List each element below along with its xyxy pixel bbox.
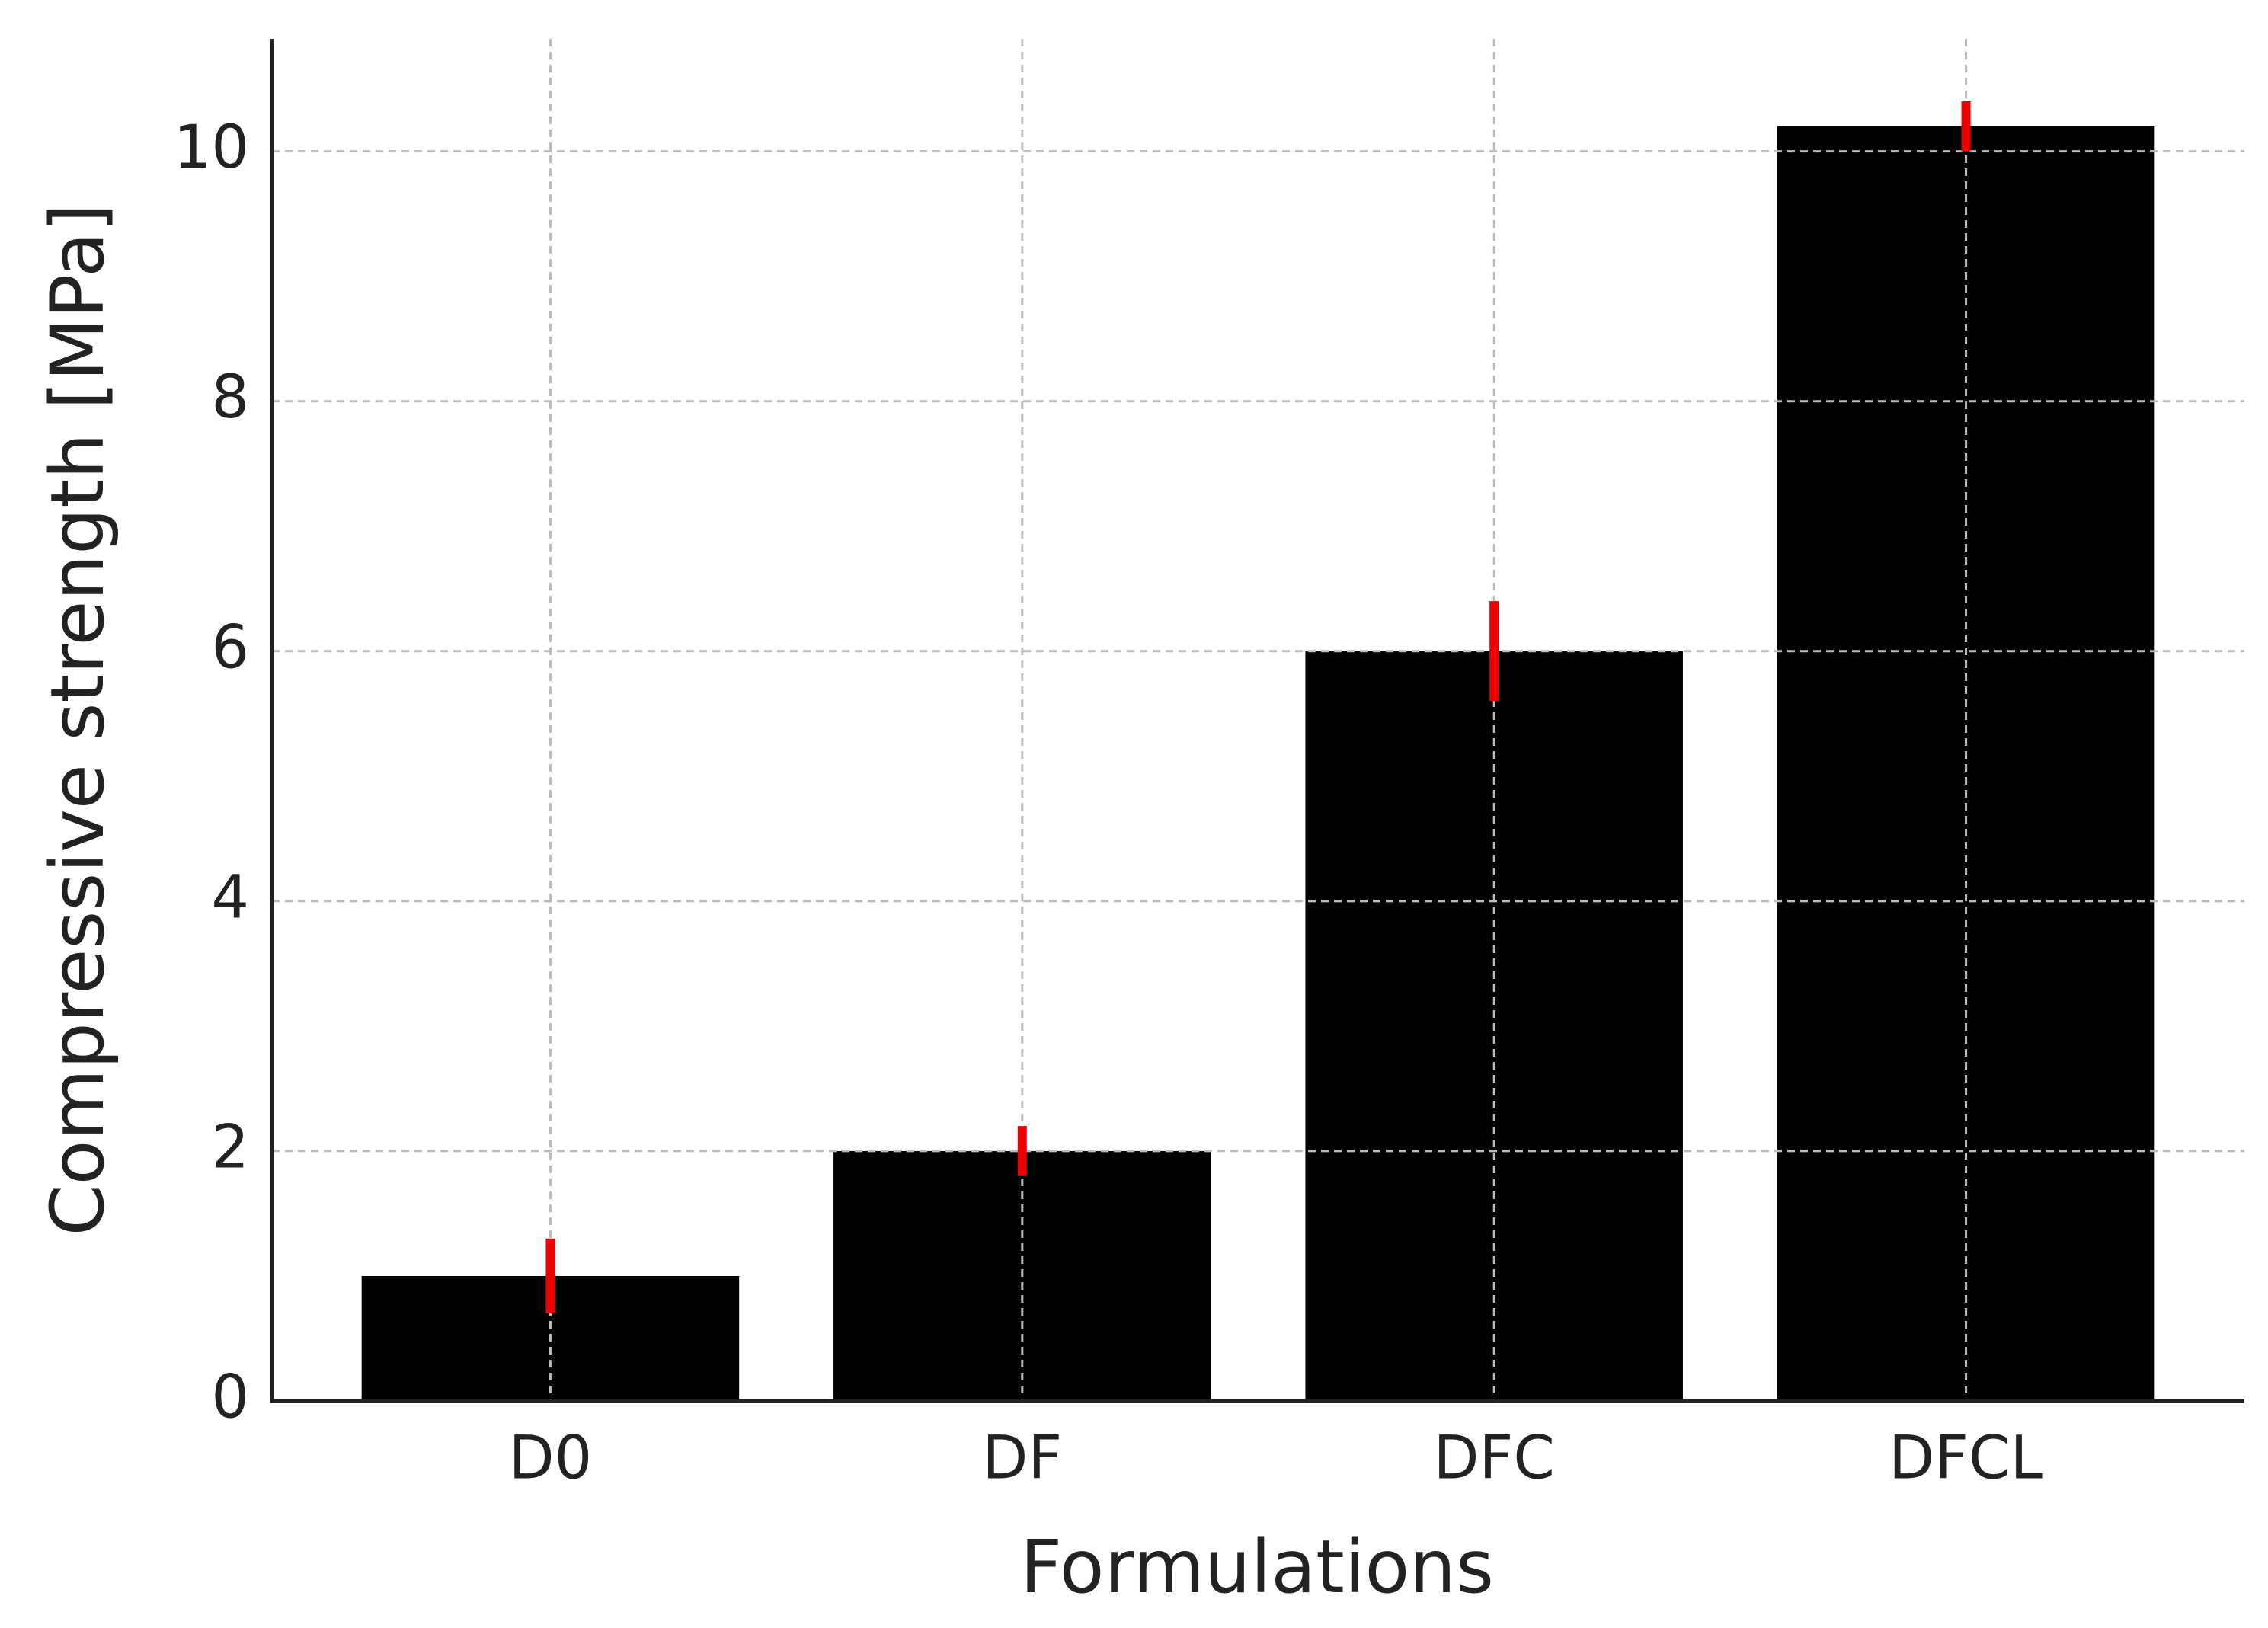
x-tick-label: DF xyxy=(982,1424,1062,1492)
y-tick-label: 10 xyxy=(174,114,249,182)
x-axis-label: Formulations xyxy=(1020,1524,1494,1610)
y-tick-label: 6 xyxy=(211,613,249,682)
y-tick-label: 4 xyxy=(211,863,249,932)
y-tick-label: 8 xyxy=(211,363,249,432)
x-tick-label: DFC xyxy=(1433,1424,1554,1492)
y-tick-label: 0 xyxy=(211,1363,249,1431)
x-tick-label: DFCL xyxy=(1889,1424,2043,1492)
x-tick-label: D0 xyxy=(509,1424,593,1492)
y-tick-label: 2 xyxy=(211,1113,249,1182)
y-axis-label: Compressive strength [MPa] xyxy=(35,204,120,1236)
